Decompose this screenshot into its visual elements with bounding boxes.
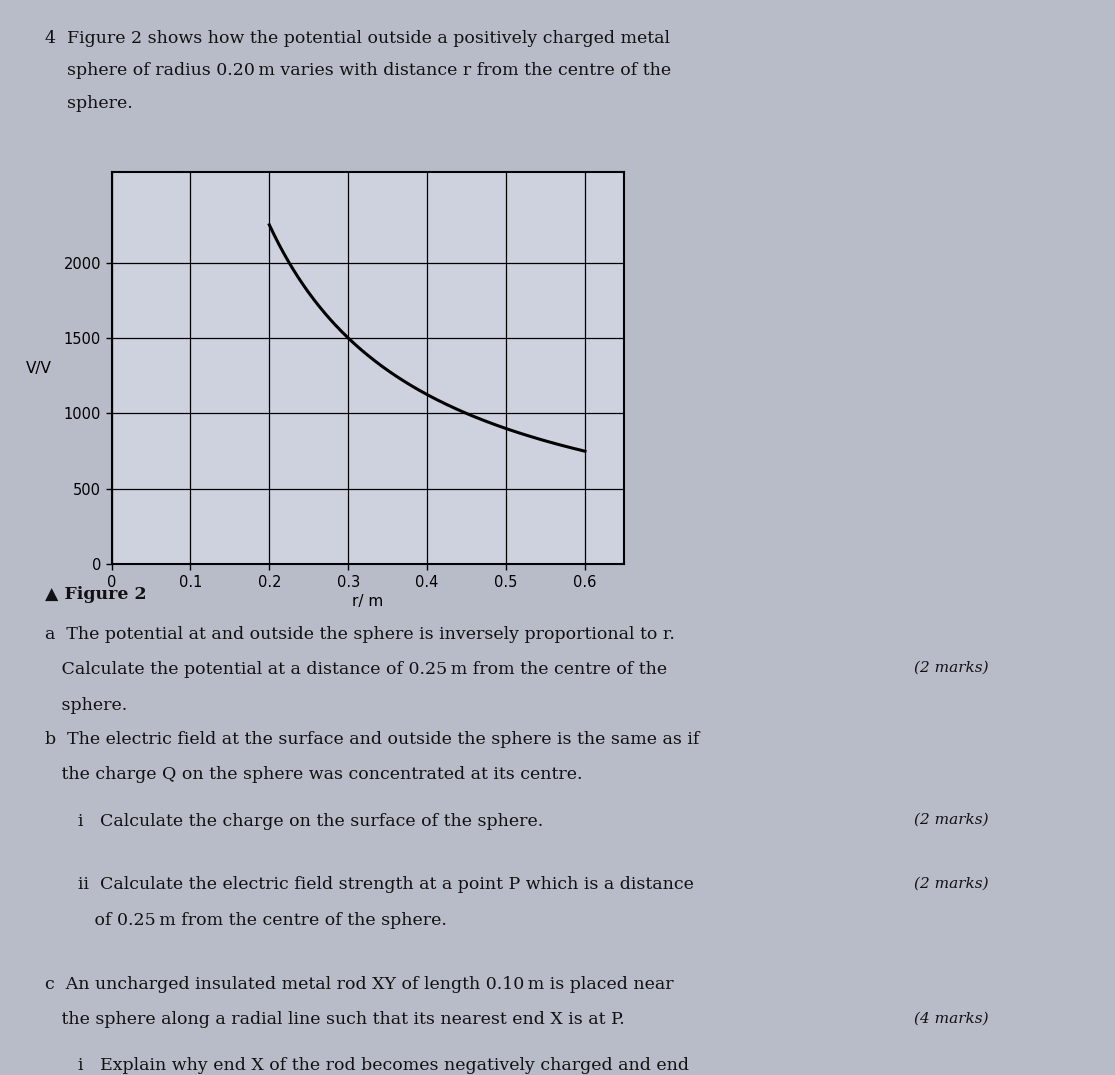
Text: sphere of radius 0.20 m varies with distance r from the centre of the: sphere of radius 0.20 m varies with dist… [45,62,671,80]
Text: i   Calculate the charge on the surface of the sphere.: i Calculate the charge on the surface of… [78,813,543,830]
Text: (4 marks): (4 marks) [914,1012,989,1026]
Text: 4  Figure 2 shows how the potential outside a positively charged metal: 4 Figure 2 shows how the potential outsi… [45,30,670,47]
Text: sphere.: sphere. [45,697,127,714]
Text: sphere.: sphere. [45,95,133,112]
Y-axis label: V/V: V/V [26,361,51,375]
Text: Calculate the potential at a distance of 0.25 m from the centre of the: Calculate the potential at a distance of… [45,661,667,678]
Text: c  An uncharged insulated metal rod XY of length 0.10 m is placed near: c An uncharged insulated metal rod XY of… [45,976,673,993]
Text: ▲ Figure 2: ▲ Figure 2 [45,586,146,603]
Text: a  The potential at and outside the sphere is inversely proportional to r.: a The potential at and outside the spher… [45,626,675,643]
Text: i   Explain why end X of the rod becomes negatively charged and end: i Explain why end X of the rod becomes n… [78,1058,689,1074]
X-axis label: r/ m: r/ m [352,594,384,608]
Text: the sphere along a radial line such that its nearest end X is at P.: the sphere along a radial line such that… [45,1012,624,1029]
Text: of 0.25 m from the centre of the sphere.: of 0.25 m from the centre of the sphere. [78,912,447,929]
Text: (2 marks): (2 marks) [914,876,989,890]
Text: the charge Q on the sphere was concentrated at its centre.: the charge Q on the sphere was concentra… [45,766,582,784]
Text: (2 marks): (2 marks) [914,813,989,827]
Text: ii  Calculate the electric field strength at a point P which is a distance: ii Calculate the electric field strength… [78,876,694,893]
Text: (2 marks): (2 marks) [914,661,989,675]
Text: b  The electric field at the surface and outside the sphere is the same as if: b The electric field at the surface and … [45,731,699,748]
